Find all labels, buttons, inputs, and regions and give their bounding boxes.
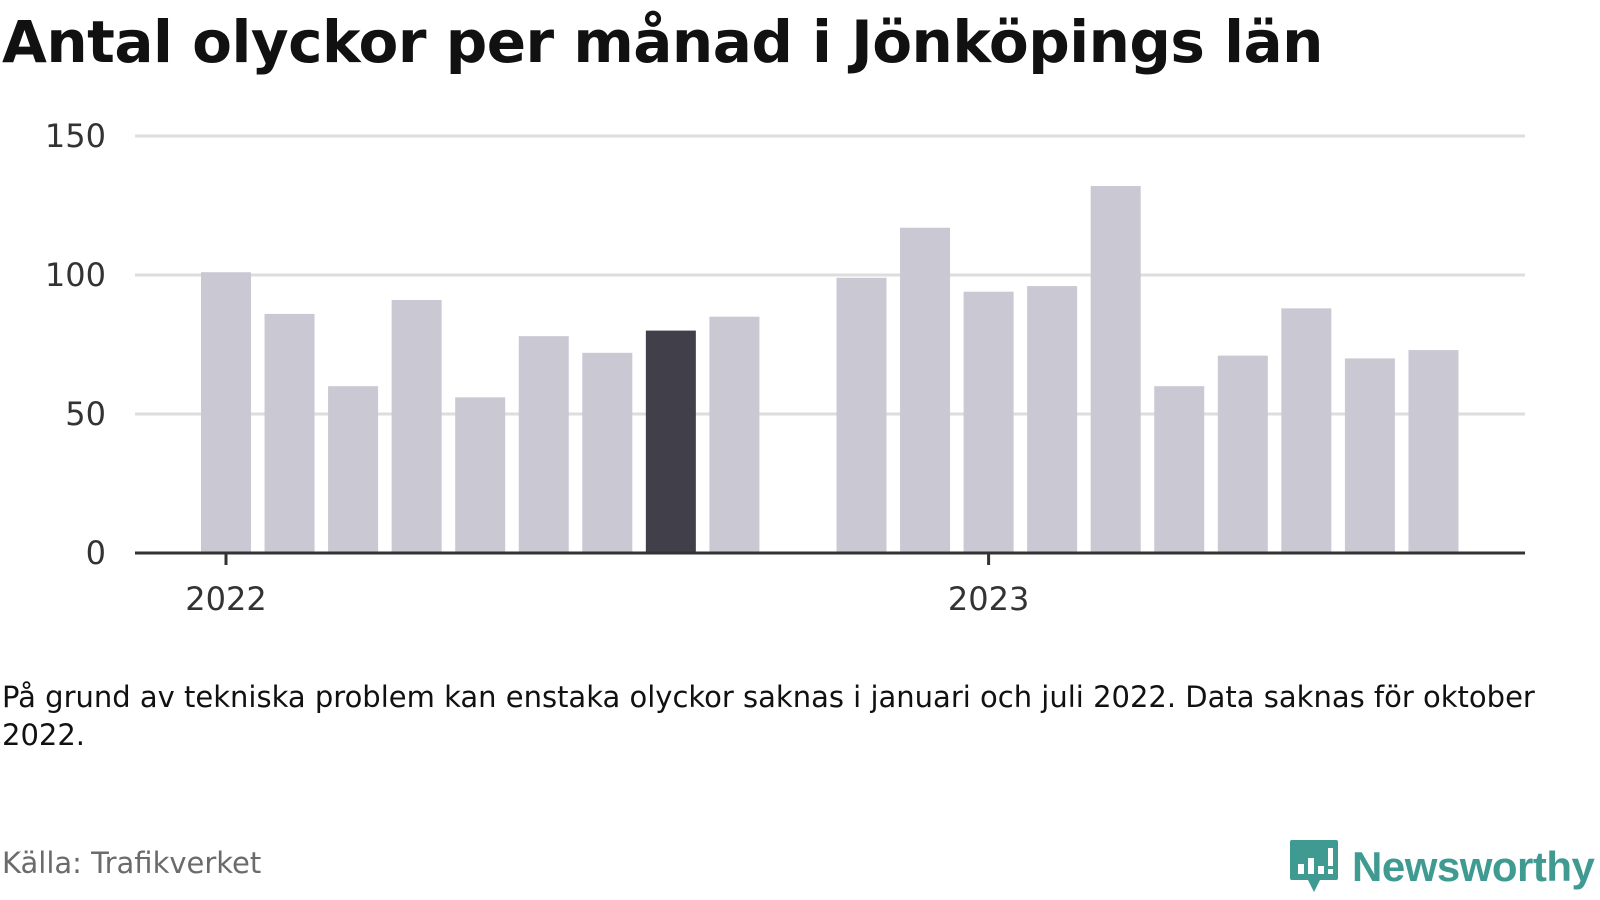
x-tick-label: 2022	[185, 580, 266, 618]
x-tick-label: 2023	[948, 580, 1029, 618]
chart-note: På grund av tekniska problem kan enstaka…	[2, 680, 1535, 752]
bar-2023-07	[1344, 358, 1395, 553]
bar-2023-04	[1154, 386, 1205, 553]
bars	[201, 186, 1459, 553]
y-tick-label: 0	[86, 534, 106, 572]
bar-chart: 0 50 100 150 2022 2023	[45, 117, 1525, 618]
bar-2022-02	[264, 313, 315, 553]
bar-2022-06	[518, 336, 569, 553]
bar-2022-12	[900, 227, 951, 553]
bar-2023-03	[1090, 186, 1141, 553]
newsworthy-logo: Newsworthy	[1288, 838, 1595, 896]
bar-2023-08	[1408, 350, 1459, 553]
y-tick-label: 100	[45, 256, 106, 294]
bar-2022-08	[645, 330, 696, 553]
source-text: Källa: Trafikverket	[2, 846, 262, 880]
bar-2022-09	[709, 316, 760, 553]
newsworthy-logo-icon	[1290, 840, 1338, 892]
bar-2023-01	[963, 291, 1014, 553]
bar-2022-01	[201, 272, 251, 553]
bar-2022-03	[328, 386, 379, 553]
bar-2022-05	[455, 397, 506, 553]
bar-2022-04	[391, 300, 442, 553]
bar-2023-02	[1027, 286, 1078, 553]
y-tick-label: 150	[45, 117, 106, 155]
bar-2023-06	[1281, 308, 1332, 553]
bar-2022-07	[582, 352, 633, 553]
y-tick-label: 50	[65, 395, 106, 433]
labels: 0 50 100 150 2022 2023	[45, 117, 1029, 618]
bar-2023-05	[1217, 355, 1268, 553]
bar-2022-11	[836, 277, 887, 553]
chart-title: Antal olyckor per månad i Jönköpings län	[2, 8, 1323, 76]
newsworthy-logo-text: Newsworthy	[1352, 843, 1595, 890]
